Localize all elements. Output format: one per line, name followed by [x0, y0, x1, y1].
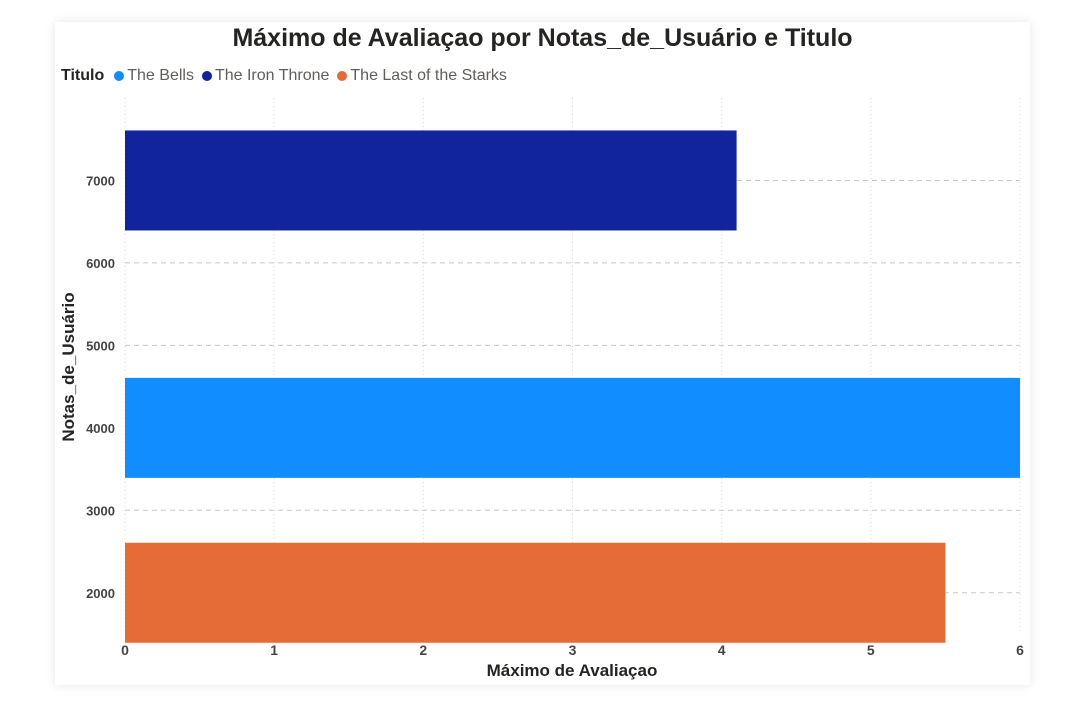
- x-tick-label-0: 0: [121, 642, 129, 658]
- x-tick-labels: 0 1 2 3 4 5 6: [121, 642, 1024, 658]
- chart-title: Máximo de Avaliaçao por Notas_de_Usuário…: [232, 24, 853, 52]
- x-axis-title: Máximo de Avaliaçao: [487, 661, 658, 680]
- bars-layer: [125, 130, 1020, 643]
- legend-label: The Bells: [127, 67, 194, 84]
- x-tick-label-4: 4: [718, 642, 726, 658]
- legend-entry-the-last-of-the-starks[interactable]: The Last of the Starks: [337, 67, 507, 85]
- bar-the-last-of-the-starks[interactable]: [125, 542, 946, 643]
- y-axis-title: Notas_de_Usuário: [59, 292, 78, 441]
- grid-layer: [124, 98, 1021, 634]
- x-tick-label-6: 6: [1016, 642, 1024, 658]
- legend-label: The Last of the Starks: [350, 67, 507, 84]
- y-tick-label-3: 5000: [86, 338, 115, 353]
- y-tick-label-5: 7000: [86, 173, 115, 188]
- legend-label: The Iron Throne: [214, 67, 330, 84]
- y-tick-label-4: 6000: [86, 256, 115, 271]
- legend-dot-icon: [337, 71, 348, 81]
- y-tick-label-2: 4000: [86, 421, 115, 436]
- x-tick-label-5: 5: [867, 642, 875, 658]
- x-tick-label-1: 1: [270, 642, 278, 658]
- legend-dot-icon: [114, 71, 125, 81]
- x-tick-label-2: 2: [419, 642, 427, 658]
- legend-entry-the-bells[interactable]: The Bells: [114, 67, 194, 85]
- legend-title: Titulo: [61, 67, 105, 84]
- x-tick-label-3: 3: [569, 642, 577, 658]
- bar-the-iron-throne[interactable]: [125, 130, 737, 231]
- legend-entry-the-iron-throne[interactable]: The Iron Throne: [201, 67, 330, 85]
- bar-the-bells[interactable]: [125, 377, 1020, 478]
- legend-dot-icon: [201, 71, 212, 81]
- y-tick-label-0: 2000: [86, 586, 115, 601]
- y-tick-labels: 2000 3000 4000 5000 6000 7000: [86, 173, 115, 600]
- y-tick-label-1: 3000: [86, 503, 115, 518]
- legend: Titulo The Bells The Iron Throne The Las…: [61, 66, 515, 86]
